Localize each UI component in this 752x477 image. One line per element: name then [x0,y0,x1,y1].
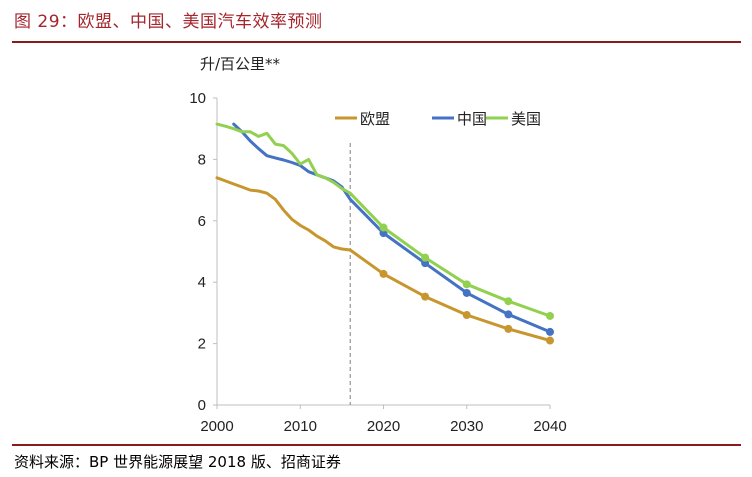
legend-label: 欧盟 [360,111,390,128]
series-line-1 [232,122,552,334]
data-point-marker [546,311,554,320]
x-tick-label: 2010 [284,418,317,435]
source-note: 资料来源：BP 世界能源展望 2018 版、招商证券 [14,453,341,471]
y-axis-unit-label: 升/百公里** [200,55,281,73]
data-point-marker [379,229,388,238]
data-point-marker [546,336,554,345]
data-point-marker [504,324,513,333]
x-tick-label: 2000 [200,418,233,435]
series-line-2 [215,122,552,318]
x-tick-label: 2040 [533,418,566,435]
x-tick-label: 2030 [450,418,483,435]
data-point-marker [421,259,430,268]
legend-label: 美国 [511,111,541,128]
y-tick-label: 0 [198,397,206,414]
data-point-marker [462,288,471,297]
data-point-marker [462,311,471,320]
legend-label: 中国 [457,111,487,128]
y-tick-label: 2 [198,336,206,353]
data-point-marker [504,297,513,306]
y-tick-label: 6 [198,213,206,230]
y-tick-label: 4 [198,274,206,291]
data-point-marker [546,327,554,336]
data-point-marker [379,269,388,278]
data-point-marker [421,292,430,301]
data-point-marker [462,280,471,289]
data-point-marker [421,253,430,262]
y-tick-label: 8 [198,151,206,168]
figure-title: 图 29：欧盟、中国、美国汽车效率预测 [14,12,323,32]
bottom-rule [12,444,741,446]
data-point-marker [379,223,388,232]
x-tick-label: 2020 [367,418,400,435]
data-point-marker [504,310,513,319]
y-tick-label: 10 [189,90,206,107]
top-rule [12,41,741,43]
series-line-0 [215,176,552,342]
